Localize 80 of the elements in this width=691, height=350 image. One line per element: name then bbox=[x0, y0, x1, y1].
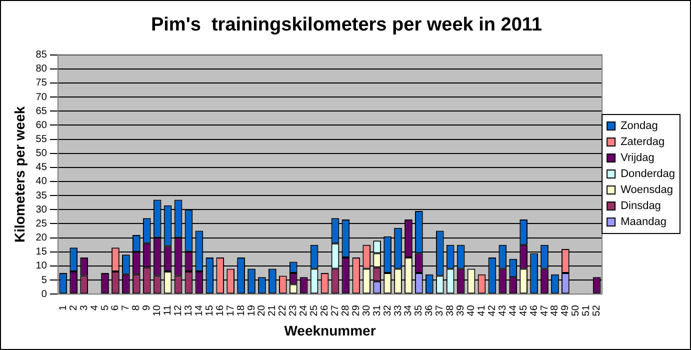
x-tick-label: 41 bbox=[476, 304, 488, 316]
legend-label: Dinsdag bbox=[620, 200, 661, 212]
y-tick-label: 30 bbox=[36, 204, 48, 216]
x-tick-label: 27 bbox=[330, 304, 341, 316]
x-tick-label: 6 bbox=[110, 304, 122, 311]
x-tick-label: 31 bbox=[372, 304, 383, 316]
x-tick-label: 2 bbox=[68, 304, 80, 311]
legend-label: Donderdag bbox=[620, 168, 676, 180]
x-tick-label: 10 bbox=[152, 304, 164, 316]
x-tick-label: 39 bbox=[456, 304, 467, 316]
x-tick-label: 34 bbox=[403, 304, 414, 316]
y-tick-label: 85 bbox=[36, 50, 48, 61]
y-tick-label: 5 bbox=[41, 274, 48, 286]
x-tick-label: 5 bbox=[100, 304, 111, 311]
x-tick-label: 30 bbox=[361, 304, 372, 316]
x-tick-label: 9 bbox=[142, 304, 153, 311]
legend-label: Zondag bbox=[620, 120, 658, 132]
x-tick-label: 24 bbox=[298, 304, 310, 316]
x-tick-label: 52 bbox=[592, 304, 603, 316]
x-tick-label: 25 bbox=[309, 304, 320, 316]
x-tick-label: 4 bbox=[89, 304, 100, 311]
x-tick-label: 21 bbox=[267, 304, 278, 316]
x-tick-label: 26 bbox=[320, 304, 331, 316]
x-tick-label: 15 bbox=[204, 304, 216, 316]
x-tick-label: 35 bbox=[414, 304, 425, 316]
y-tick-label: 70 bbox=[36, 92, 48, 103]
x-tick-label: 22 bbox=[278, 304, 289, 316]
x-tick-label: 44 bbox=[508, 304, 519, 316]
x-tick-label: 20 bbox=[256, 304, 268, 316]
x-tick-label: 18 bbox=[236, 304, 247, 316]
x-tick-label: 13 bbox=[183, 304, 194, 316]
x-tick-label: 48 bbox=[550, 304, 561, 316]
x-tick-label: 8 bbox=[131, 304, 142, 311]
y-tick-label: 40 bbox=[36, 176, 48, 188]
x-tick-label: 50 bbox=[570, 304, 582, 316]
y-tick-label: 75 bbox=[36, 78, 48, 89]
y-tick-label: 65 bbox=[36, 106, 48, 117]
y-tick-label: 35 bbox=[36, 190, 48, 202]
y-tick-label: 25 bbox=[36, 218, 48, 230]
legend-label: Vrijdag bbox=[620, 152, 654, 164]
x-tick-label: 37 bbox=[434, 304, 446, 316]
x-tick-label: 45 bbox=[518, 304, 530, 316]
y-tick-label: 60 bbox=[36, 120, 48, 131]
legend-label: Maandag bbox=[620, 216, 666, 228]
x-tick-label: 14 bbox=[194, 304, 205, 316]
y-tick-label: 45 bbox=[36, 162, 48, 174]
chart-title: Pim's trainingskilometers per week in 2011 bbox=[150, 14, 542, 36]
x-tick-label: 16 bbox=[214, 304, 226, 316]
y-tick-label: 50 bbox=[36, 148, 48, 160]
x-tick-label: 42 bbox=[486, 304, 498, 316]
y-tick-label: 10 bbox=[36, 260, 48, 272]
x-tick-label: 38 bbox=[445, 304, 456, 316]
x-tick-label: 40 bbox=[466, 304, 478, 316]
x-tick-label: 43 bbox=[497, 304, 508, 316]
x-tick-label: 51 bbox=[581, 304, 592, 316]
x-tick-label: 23 bbox=[288, 304, 300, 316]
x-tick-label: 19 bbox=[246, 304, 258, 316]
x-tick-label: 7 bbox=[120, 304, 132, 311]
x-tick-label: 46 bbox=[528, 304, 540, 316]
x-tick-label: 3 bbox=[78, 304, 90, 311]
y-axis-title: Kilometers per week bbox=[11, 106, 28, 243]
legend-label: Woensdag bbox=[620, 184, 673, 196]
y-tick-label: 0 bbox=[41, 288, 48, 300]
y-tick-label: 55 bbox=[36, 134, 48, 145]
x-tick-label: 36 bbox=[424, 304, 436, 316]
x-tick-label: 1 bbox=[58, 304, 69, 311]
x-axis-title: Weeknummer bbox=[284, 322, 376, 338]
x-tick-label: 17 bbox=[225, 304, 236, 316]
x-tick-label: 12 bbox=[173, 304, 184, 316]
x-tick-label: 33 bbox=[392, 304, 404, 316]
x-tick-label: 28 bbox=[340, 304, 352, 316]
y-tick-label: 80 bbox=[36, 64, 48, 75]
x-tick-label: 29 bbox=[350, 304, 362, 316]
y-tick-label: 20 bbox=[36, 232, 48, 244]
y-tick-label: 15 bbox=[36, 246, 48, 258]
x-tick-label: 49 bbox=[560, 304, 572, 316]
x-tick-label: 32 bbox=[382, 304, 394, 316]
x-tick-label: 11 bbox=[162, 304, 174, 316]
x-tick-label: 47 bbox=[539, 304, 550, 316]
legend-label: Zaterdag bbox=[620, 136, 665, 148]
